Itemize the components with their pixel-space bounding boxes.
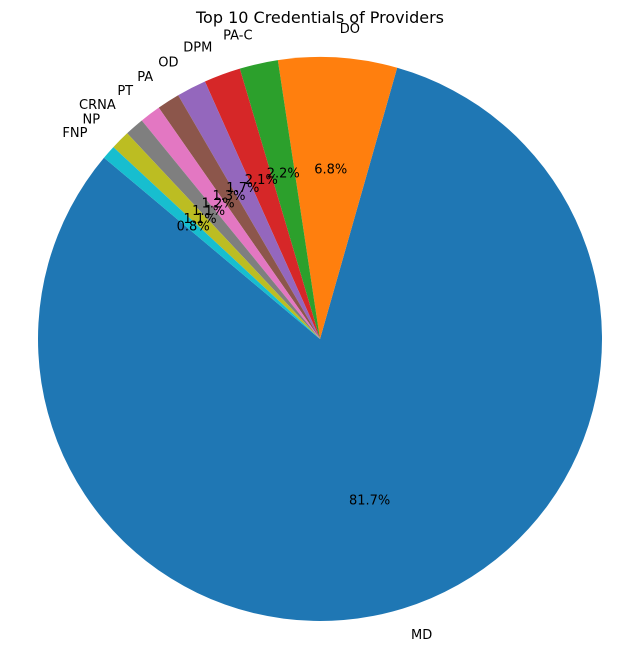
slice-label-pt: PT (117, 84, 133, 99)
slice-label-crna: CRNA (79, 98, 116, 113)
pie-slice-pa-c (239, 60, 320, 340)
pie-slices (38, 56, 603, 621)
pct-label-np: 1.1% (184, 212, 217, 227)
pie-slice-do (277, 56, 398, 340)
chart-title: Top 10 Credentials of Providers (195, 8, 444, 27)
pct-label-fnp: 0.8% (177, 220, 210, 235)
pie-slice-dpm (204, 68, 320, 339)
percent-labels: 81.7% 6.8% 2.2%2.1%1.7%1.3%1.2%1.1%1.1%0.8… (177, 163, 391, 509)
slice-label-pa-c: PA-C (223, 29, 252, 44)
slice-label-np: NP (83, 113, 101, 128)
pct-label-dpm: 2.1% (245, 173, 278, 188)
pct-label-pa-c: 2.2% (267, 166, 300, 181)
pie-slice-np (113, 133, 320, 339)
slice-label-md: MD (411, 628, 432, 643)
slice-label-dpm: DPM (183, 41, 212, 56)
pct-label-md: 81.7% (349, 493, 390, 508)
pie-slice-pt (141, 107, 320, 339)
pie-slice-md (38, 67, 603, 621)
pct-label-crna: 1.1% (192, 204, 225, 219)
pie-slice-pa (158, 95, 320, 340)
pct-label-od: 1.7% (226, 181, 259, 196)
pie-slice-od (178, 81, 320, 339)
slice-label-od: OD (158, 55, 178, 70)
pie-slice-crna (127, 120, 320, 339)
slice-label-fnp: FNP (62, 126, 87, 141)
slice-label-pa: PA (137, 70, 153, 85)
slice-label-do: DO (340, 22, 360, 37)
pct-label-pa: 1.3% (212, 189, 245, 204)
pie-slice-fnp (103, 147, 320, 339)
pct-label-do: 6.8% (314, 163, 347, 178)
pct-label-pt: 1.2% (202, 196, 235, 211)
